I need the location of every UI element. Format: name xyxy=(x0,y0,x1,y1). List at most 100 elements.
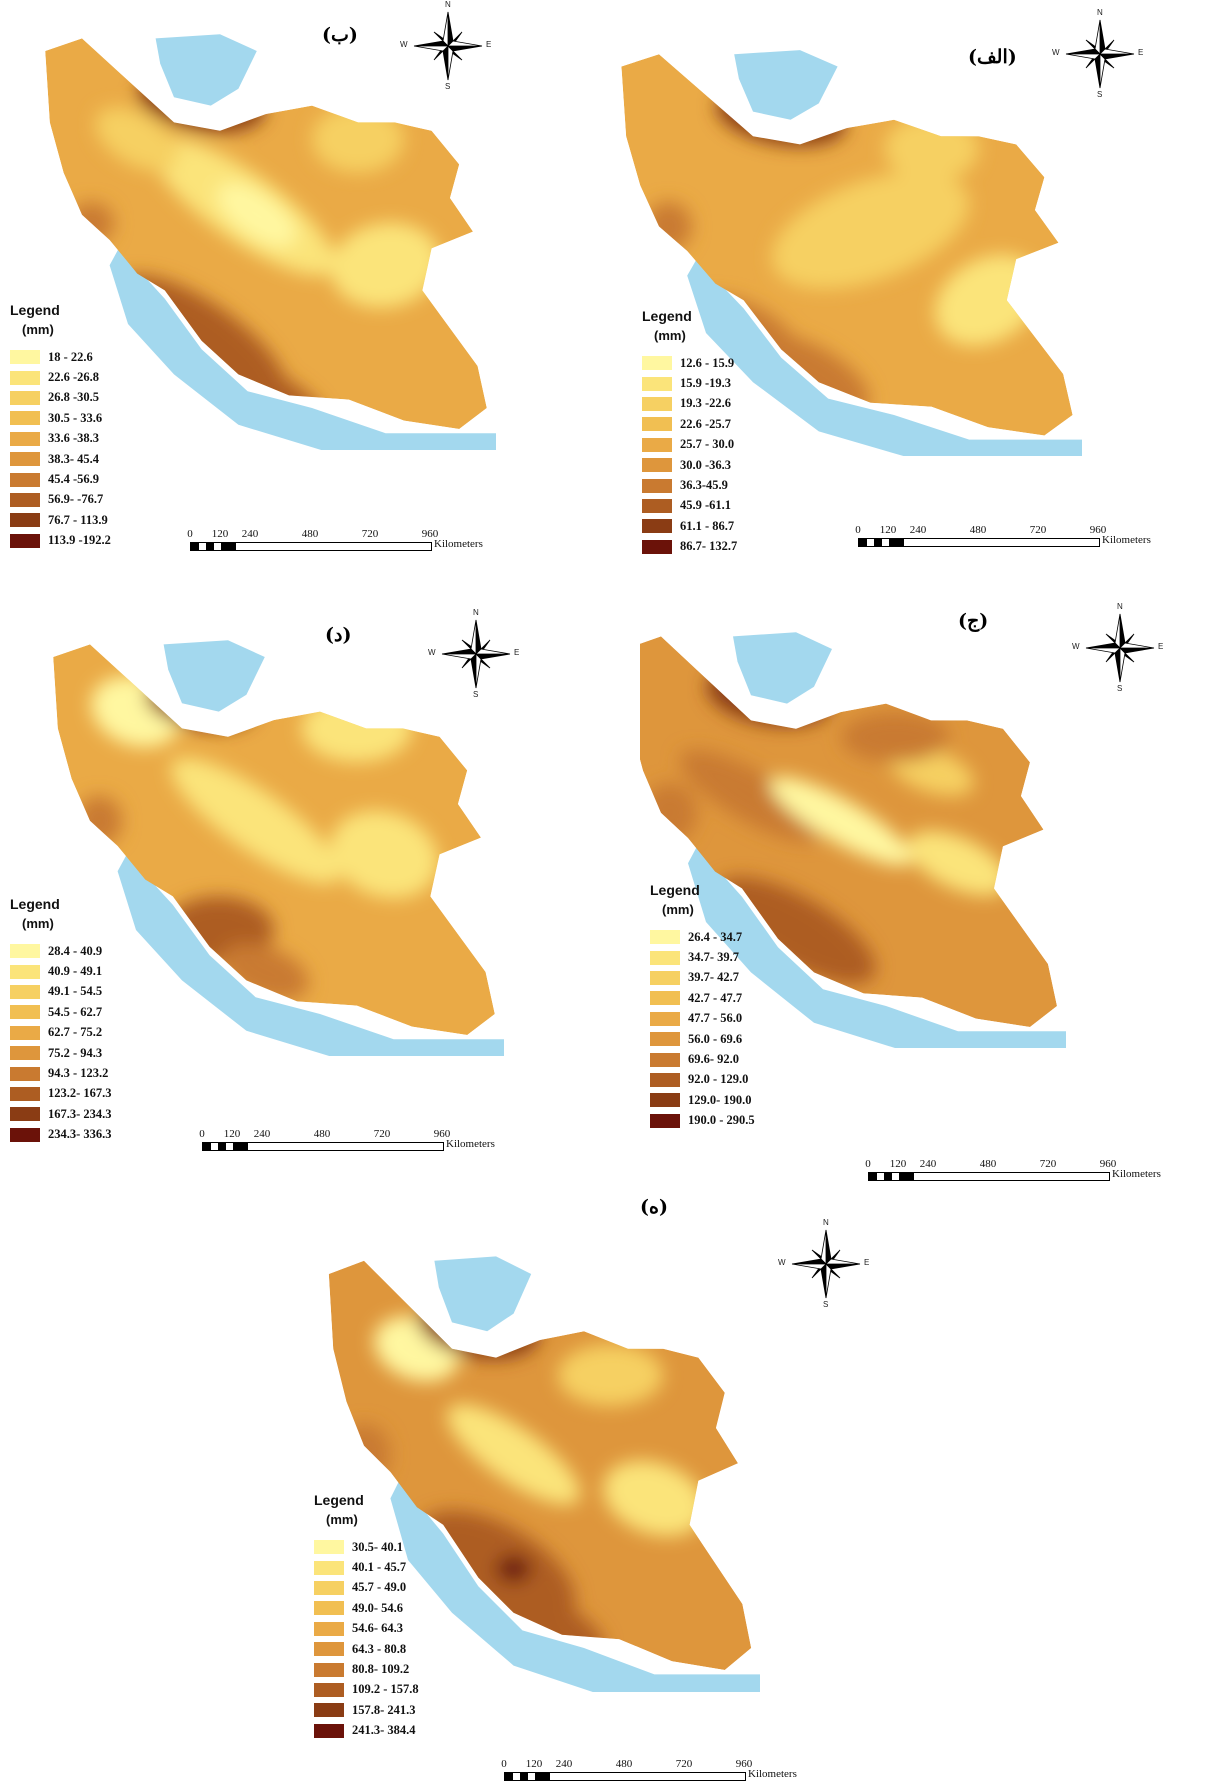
legend-item: 54.5 - 62.7 xyxy=(10,1002,112,1022)
legend-label: 45.9 -61.1 xyxy=(680,498,732,513)
legend-label: 28.4 - 40.9 xyxy=(48,943,103,958)
caspian-sea-water xyxy=(734,50,838,120)
legend-item: 157.8- 241.3 xyxy=(314,1700,419,1720)
legend-item: 22.6 -25.7 xyxy=(642,414,737,434)
scale-tick-label: 0 xyxy=(187,528,193,540)
north-arrow: N S E W xyxy=(1072,602,1163,693)
legend-label: 22.6 -26.8 xyxy=(48,370,100,385)
legend-unit: (mm) xyxy=(662,902,694,917)
legend-swatch xyxy=(10,390,40,405)
north-arrow: N S E W xyxy=(400,0,491,91)
legend-swatch xyxy=(642,356,672,371)
scale-tick-label: 960 xyxy=(433,1128,451,1140)
legend-item: 56.9- -76.7 xyxy=(10,490,111,510)
north-arrow: N S E W xyxy=(1052,8,1144,99)
legend: Legend (mm) 12.6 - 15.9 15.9 -19.3 19.3 -22.… xyxy=(642,308,737,557)
scale-tick-label: 480 xyxy=(615,1758,633,1770)
compass-rose-icon xyxy=(1085,613,1155,683)
compass-label-e: E xyxy=(514,648,520,657)
scale-tick-label: 720 xyxy=(373,1128,391,1140)
precipitation-map xyxy=(53,640,504,1056)
compass-label-s: S xyxy=(1097,90,1103,99)
legend: Legend (mm) 26.4 - 34.7 34.7- 39.7 39.7- 42.… xyxy=(650,882,755,1131)
legend-swatch xyxy=(650,1093,680,1108)
legend-swatch xyxy=(650,1011,680,1026)
legend-item: 62.7 - 75.2 xyxy=(10,1023,112,1043)
legend-label: 39.7- 42.7 xyxy=(688,970,740,985)
scale-bar: 0 120 240 480 720 960 Kilometers xyxy=(855,524,1158,547)
iran-precipitation-surface xyxy=(53,644,495,1035)
legend-swatch xyxy=(10,431,40,446)
scale-tick-label: 0 xyxy=(855,524,861,536)
compass-label-e: E xyxy=(1138,48,1144,57)
scale-bar-graphic xyxy=(504,1772,746,1781)
legend-label: 54.5 - 62.7 xyxy=(48,1004,103,1019)
caspian-sea-water xyxy=(163,640,265,712)
legend-item: 30.5 - 33.6 xyxy=(10,408,111,428)
legend-item: 38.3- 45.4 xyxy=(10,449,111,469)
panel-title: (ب) xyxy=(322,24,358,46)
scale-unit-label: Kilometers xyxy=(434,538,483,550)
scale-tick-label: 480 xyxy=(301,528,319,540)
legend-item: 34.7- 39.7 xyxy=(650,947,755,967)
legend-unit: (mm) xyxy=(22,322,54,337)
compass-label-n: N xyxy=(1097,8,1103,17)
legend-swatch xyxy=(642,519,672,534)
legend-swatch xyxy=(314,1580,344,1595)
legend-item: 76.7 - 113.9 xyxy=(10,510,111,530)
scale-bar-graphic xyxy=(190,542,432,551)
legend-item: 45.9 -61.1 xyxy=(642,496,737,516)
compass-label-s: S xyxy=(823,1300,829,1309)
legend-item: 92.0 - 129.0 xyxy=(650,1070,755,1090)
scale-bar-graphic xyxy=(858,538,1100,547)
legend-item: 109.2 - 157.8 xyxy=(314,1680,419,1700)
legend-item: 18 - 22.6 xyxy=(10,347,111,367)
scale-tick-label: 120 xyxy=(889,1158,907,1170)
legend-item: 28.4 - 40.9 xyxy=(10,941,112,961)
scale-tick-label: 720 xyxy=(675,1758,693,1770)
panel-title: (الف) xyxy=(968,46,1017,68)
legend-item: 241.3- 384.4 xyxy=(314,1721,419,1741)
legend-item: 69.6- 92.0 xyxy=(650,1049,755,1069)
legend-swatch xyxy=(10,984,40,999)
legend-swatch xyxy=(642,539,672,554)
legend-unit: (mm) xyxy=(22,916,54,931)
legend-swatch xyxy=(650,1032,680,1047)
legend-label: 167.3- 234.3 xyxy=(48,1106,112,1121)
legend-title: Legend xyxy=(10,302,60,318)
legend-label: 113.9 -192.2 xyxy=(48,533,111,548)
iran-precipitation-surface xyxy=(45,38,487,430)
legend-item: 123.2- 167.3 xyxy=(10,1084,112,1104)
legend-swatch xyxy=(10,513,40,528)
legend-label: 26.8 -30.5 xyxy=(48,390,100,405)
legend-label: 80.8- 109.2 xyxy=(352,1662,410,1677)
legend-swatch xyxy=(650,970,680,985)
legend-label: 190.0 - 290.5 xyxy=(688,1113,755,1128)
map-panel-b: (ب) N S E W Legend (mm) 18 - 22.6 22.6 -26.8 26… xyxy=(0,0,560,560)
legend-swatch xyxy=(10,1107,40,1122)
legend-label: 47.7 - 56.0 xyxy=(688,1011,743,1026)
map-panel-dal: (د) N S E W Legend (mm) 28.4 - 40.9 40.9 - 49.… xyxy=(0,600,580,1180)
legend-swatch xyxy=(642,376,672,391)
scale-tick-label: 0 xyxy=(199,1128,205,1140)
legend-swatch xyxy=(314,1662,344,1677)
legend-swatch xyxy=(650,1072,680,1087)
map-panel-he: (ه) N S E W Legend (mm) 30.5- 40.1 40.1 - 45.7… xyxy=(300,1196,920,1791)
legend-label: 94.3 - 123.2 xyxy=(48,1066,109,1081)
panel-title: (ه) xyxy=(640,1196,668,1218)
legend-label: 92.0 - 129.0 xyxy=(688,1072,749,1087)
legend-title: Legend xyxy=(314,1492,364,1508)
precipitation-map xyxy=(621,50,1082,456)
compass-label-n: N xyxy=(823,1218,829,1227)
scale-tick-label: 480 xyxy=(969,524,987,536)
caspian-sea-water xyxy=(434,1256,532,1332)
scale-tick-label: 720 xyxy=(361,528,379,540)
compass-rose-icon xyxy=(1065,19,1135,89)
legend-label: 241.3- 384.4 xyxy=(352,1723,416,1738)
precipitation-map xyxy=(640,632,1066,1048)
legend-item: 80.8- 109.2 xyxy=(314,1659,419,1679)
legend-item: 45.7 - 49.0 xyxy=(314,1578,419,1598)
scale-tick-label: 120 xyxy=(525,1758,543,1770)
compass-rose-icon xyxy=(791,1229,861,1299)
persian-gulf-water xyxy=(688,846,1066,1048)
